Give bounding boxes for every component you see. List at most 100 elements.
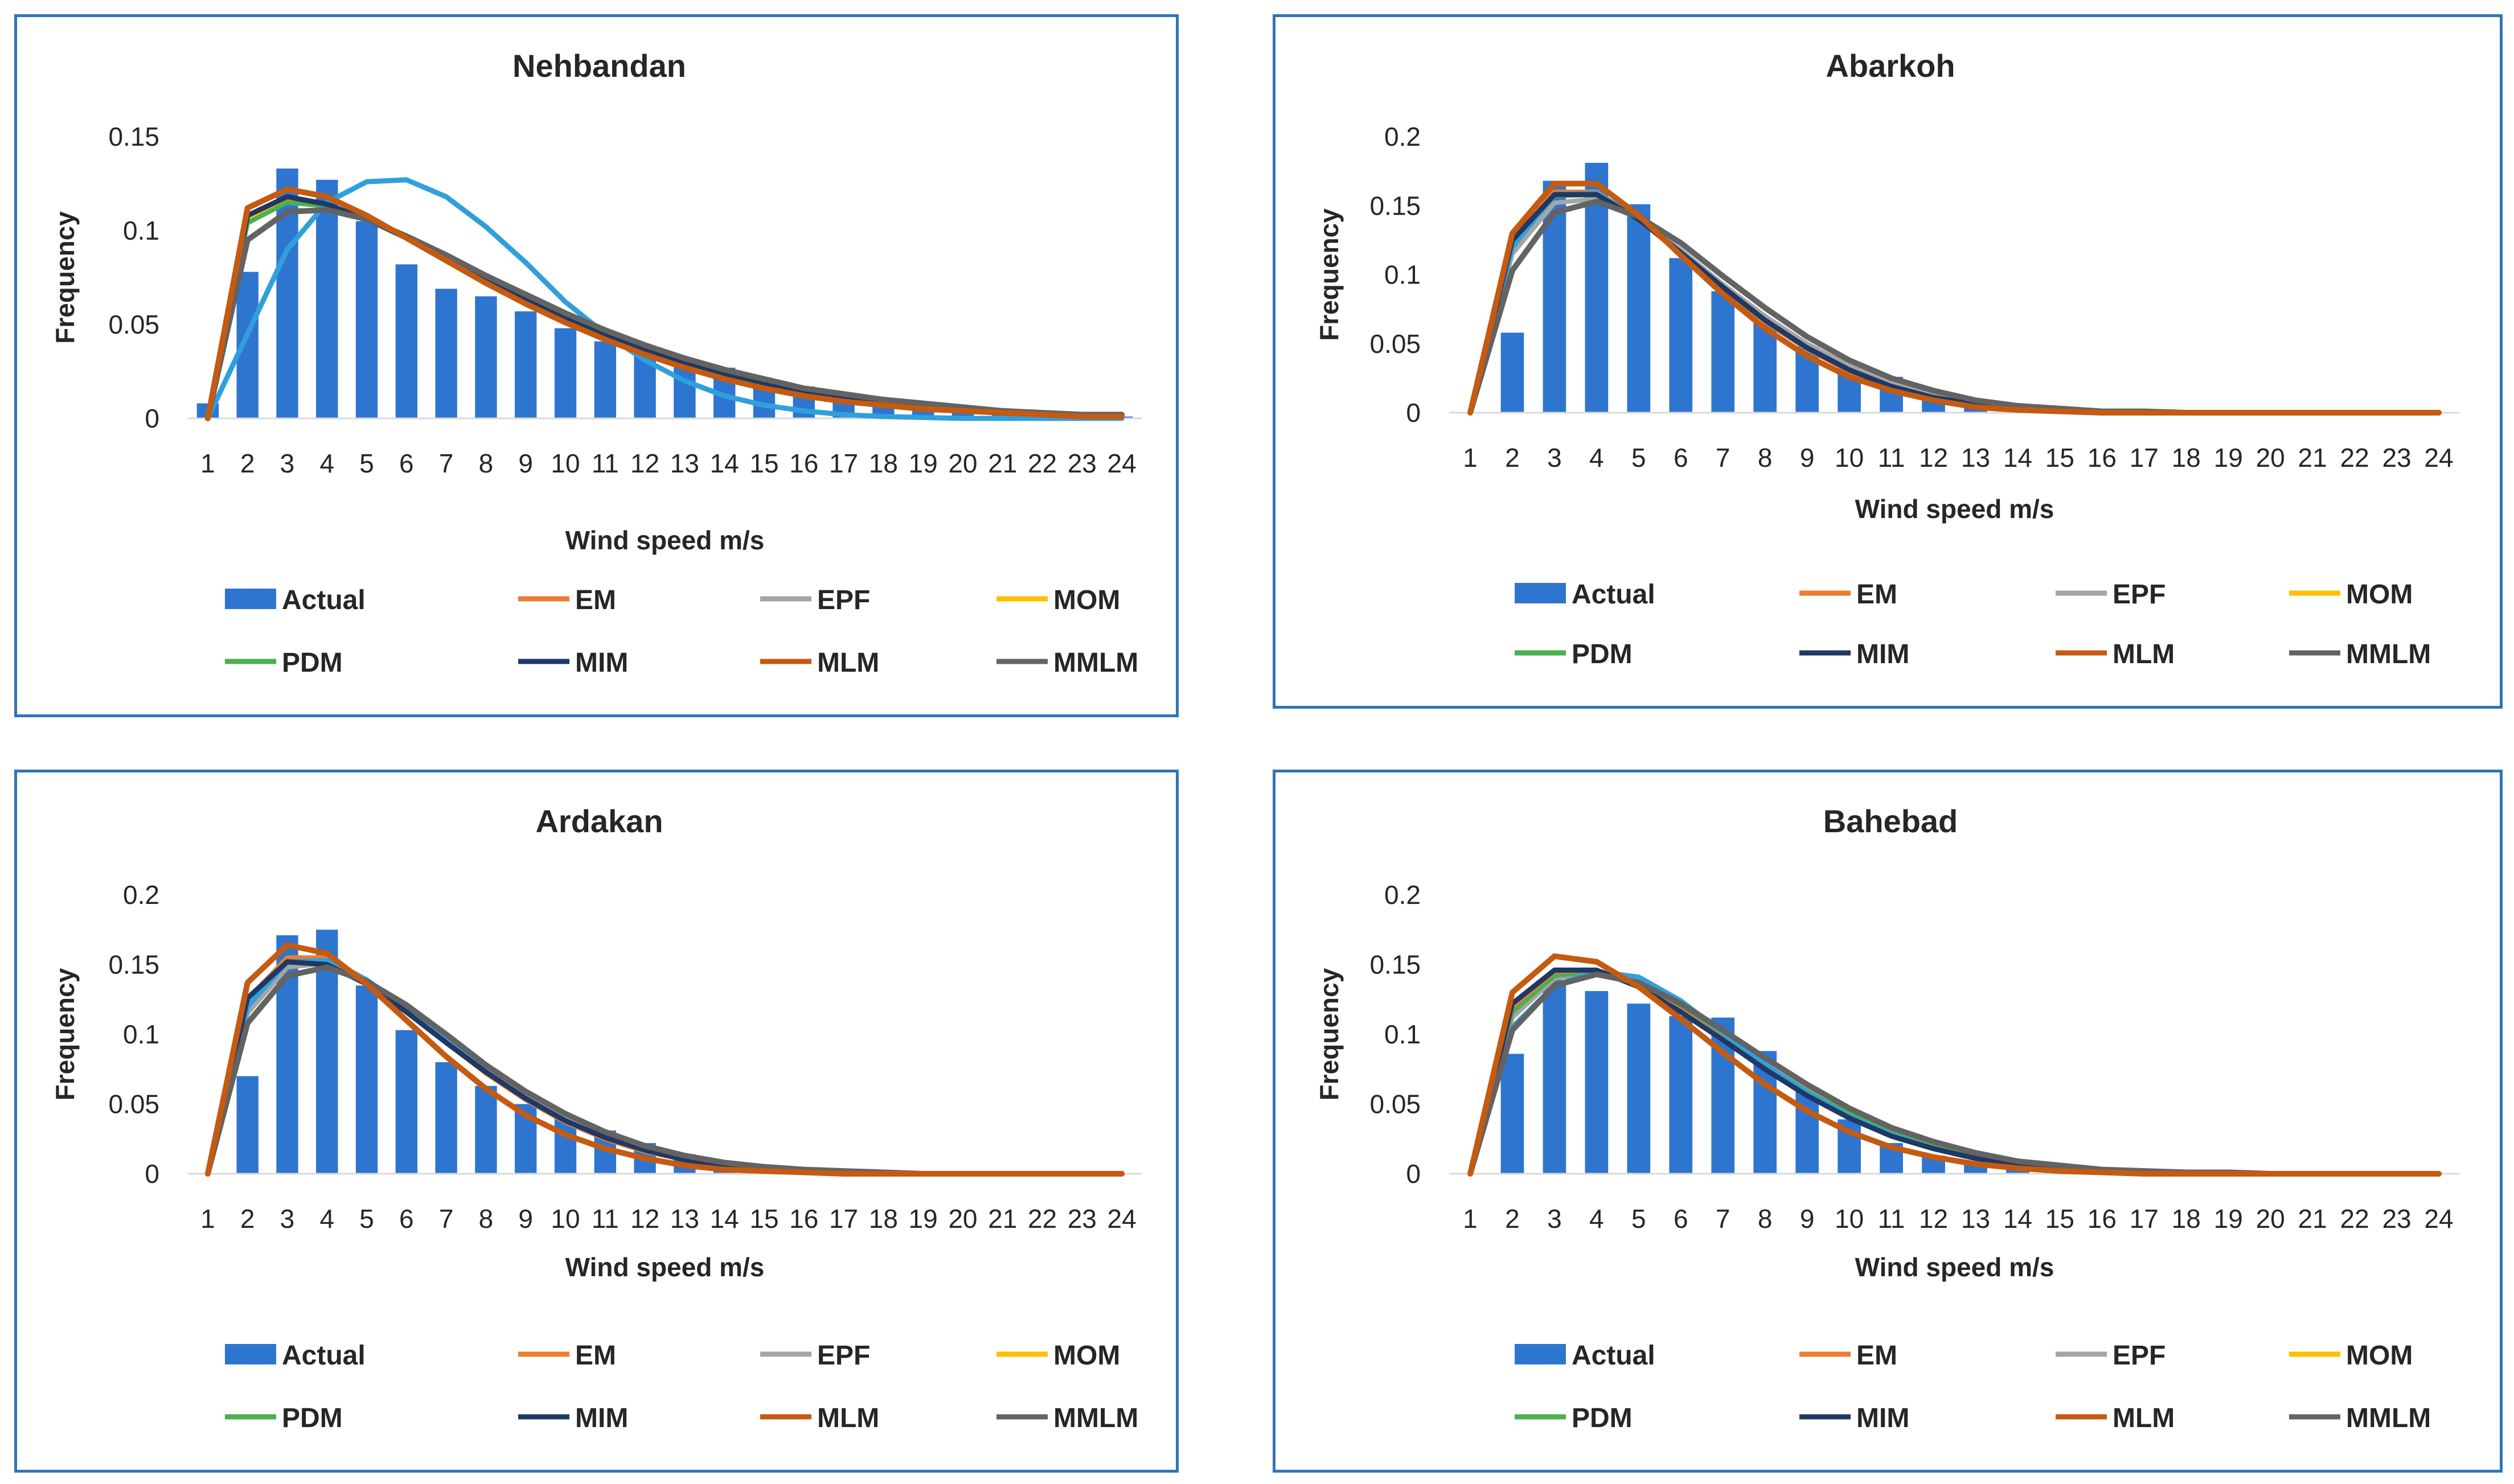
- x-tick-label: 6: [399, 449, 414, 478]
- x-tick-label: 20: [2256, 443, 2285, 472]
- legend-label-mlm: MLM: [2113, 1403, 2175, 1433]
- y-tick-label: 0.15: [108, 122, 159, 151]
- y-tick-label: 0.05: [1369, 329, 1421, 359]
- bar-actual: [1585, 991, 1609, 1174]
- legend-label-em: EM: [1856, 1341, 1897, 1371]
- y-axis-label: Frequency: [1314, 208, 1344, 341]
- legend-swatch-actual: [225, 1344, 276, 1364]
- x-tick-label: 4: [1589, 1204, 1604, 1234]
- x-tick-label: 17: [2130, 1204, 2159, 1234]
- series-line-mom: [1468, 968, 2441, 1176]
- x-axis-label: Wind speed m/s: [565, 525, 765, 555]
- x-tick-label: 15: [749, 449, 778, 478]
- series-line-emm: [1467, 969, 2442, 1177]
- bar-actual: [594, 341, 617, 418]
- x-tick-label: 3: [1547, 443, 1562, 472]
- x-tick-label: 16: [789, 449, 818, 478]
- series-line-mom: [205, 955, 1125, 1176]
- x-tick-label: 6: [1674, 1204, 1688, 1234]
- y-tick-label: 0.1: [1384, 1020, 1421, 1049]
- x-tick-label: 21: [988, 449, 1017, 478]
- x-tick-label: 13: [670, 449, 699, 478]
- y-tick-label: 0: [1406, 1159, 1421, 1189]
- legend-label-mmlm: MMLM: [2346, 639, 2431, 669]
- bar-actual: [1753, 323, 1777, 413]
- series-line-mmlm: [204, 964, 1125, 1177]
- legend-label-mmlm: MMLM: [1053, 648, 1138, 678]
- x-tick-label: 24: [1108, 1204, 1137, 1234]
- x-tick-label: 3: [280, 1204, 295, 1234]
- x-axis-label: Wind speed m/s: [1855, 1252, 2054, 1282]
- bar-actual: [1669, 258, 1693, 413]
- x-tick-label: 17: [829, 1204, 858, 1234]
- x-tick-label: 24: [2424, 1204, 2453, 1234]
- x-tick-label: 21: [988, 1204, 1017, 1234]
- x-tick-label: 5: [1631, 1204, 1646, 1234]
- x-tick-label: 17: [2130, 443, 2159, 472]
- series-line-em: [205, 194, 1125, 421]
- series-line-mom: [1468, 190, 2441, 415]
- x-tick-label: 16: [789, 1204, 818, 1234]
- series-line-em: [1468, 190, 2441, 415]
- x-tick-label: 13: [1961, 1204, 1990, 1234]
- bar-actual: [355, 985, 378, 1174]
- series-line-mim: [1467, 967, 2442, 1177]
- x-tick-label: 8: [1758, 443, 1773, 472]
- legend-label-mim: MIM: [575, 648, 628, 678]
- x-tick-label: 14: [2003, 443, 2032, 472]
- x-tick-label: 8: [479, 449, 494, 478]
- y-tick-label: 0: [145, 404, 159, 433]
- legend-label-mim: MIM: [575, 1403, 628, 1433]
- bar-actual: [435, 289, 457, 418]
- y-axis-label: Frequency: [1314, 968, 1344, 1100]
- x-tick-label: 8: [1758, 1204, 1773, 1234]
- legend-label-actual: Actual: [1572, 579, 1655, 610]
- legend-label-mmlm: MMLM: [1053, 1403, 1138, 1433]
- chart-panel-bahebad: Bahebad 0 0.05 0.1 0.15 0.2 Frequency 1 2 3 4 5 6 7 8 9…: [1273, 770, 2503, 1473]
- x-tick-label: 4: [1589, 443, 1604, 472]
- legend-label-em: EM: [575, 1341, 616, 1371]
- x-tick-label: 20: [948, 449, 977, 478]
- x-tick-label: 1: [1463, 443, 1478, 472]
- x-tick-label: 14: [2003, 1204, 2032, 1234]
- bar-actual: [316, 179, 338, 418]
- bar-actual: [1627, 1004, 1651, 1174]
- x-tick-label: 22: [1028, 1204, 1057, 1234]
- series-line-emm: [205, 957, 1125, 1177]
- series-line-mlm: [204, 942, 1125, 1177]
- bar-actual: [236, 1076, 259, 1174]
- x-tick-label: 24: [2424, 443, 2453, 472]
- x-tick-label: 2: [240, 449, 255, 478]
- bar-actual: [515, 311, 537, 418]
- x-tick-label: 19: [909, 449, 938, 478]
- x-tick-label: 17: [829, 449, 858, 478]
- legend-swatch-actual: [1515, 1344, 1566, 1364]
- x-tick-label: 9: [518, 1204, 533, 1234]
- x-tick-label: 10: [551, 1204, 580, 1234]
- bar-actual: [475, 1086, 497, 1174]
- x-tick-label: 13: [670, 1204, 699, 1234]
- series-line-epf: [205, 961, 1125, 1176]
- x-tick-label: 2: [1505, 443, 1520, 472]
- series-line-pdm: [1468, 969, 2441, 1176]
- x-tick-label: 7: [1716, 443, 1730, 472]
- x-tick-label: 3: [280, 449, 295, 478]
- y-tick-label: 0.2: [1384, 122, 1421, 151]
- x-tick-label: 12: [630, 1204, 659, 1234]
- x-tick-label: 21: [2298, 443, 2327, 472]
- x-tick-label: 14: [710, 1204, 739, 1234]
- x-tick-label: 18: [2172, 1204, 2201, 1234]
- series-line-mmlm: [204, 207, 1125, 421]
- y-tick-label: 0.1: [123, 216, 159, 245]
- chart-title: Nehbandan: [512, 48, 686, 84]
- chart-panel-nehbandan: Nehbandan 0 0.05 0.1 0.15 Frequency 1 2 3 4 5 6 7 8 9 1…: [14, 14, 1179, 717]
- series-line-mim: [205, 959, 1125, 1177]
- chart-panel-ardakan: Ardakan 0 0.05 0.1 0.15 0.2 Frequency 1 2 3 4 5 6 7 8 9…: [14, 770, 1179, 1473]
- x-tick-label: 9: [1800, 443, 1815, 472]
- series-line-emm: [1467, 190, 2442, 416]
- x-tick-label: 20: [2256, 1204, 2285, 1234]
- x-tick-label: 2: [240, 1204, 255, 1234]
